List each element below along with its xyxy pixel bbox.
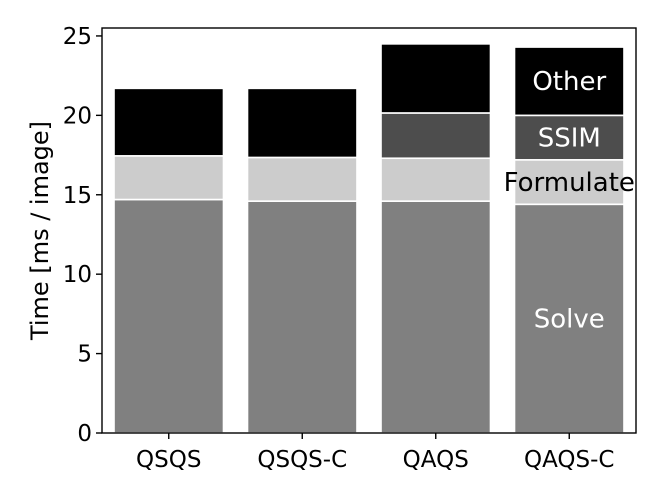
bar-segment-solve-qaqs-c <box>513 203 625 434</box>
bar-segment-formulate-qsqs-c <box>246 156 358 202</box>
plot-frame <box>101 27 637 434</box>
bar-segment-solve-qsqs <box>113 198 225 434</box>
y-tick-label: 20 <box>63 103 92 129</box>
x-tick-label: QAQS <box>403 447 469 473</box>
y-tick-label: 15 <box>63 183 92 209</box>
bar-segment-other-qaqs-c <box>513 46 625 117</box>
x-tick-label: QSQS-C <box>257 447 347 473</box>
bar-segment-solve-qsqs-c <box>246 200 358 434</box>
y-tick-label: 25 <box>63 24 92 50</box>
bars-layer <box>113 43 625 434</box>
series-labels: Solve Formulate SSIM Other <box>504 67 635 334</box>
series-label-ssim: SSIM <box>538 124 601 154</box>
series-label-solve: Solve <box>534 305 605 335</box>
bar-segment-formulate-qaqs-c <box>513 159 625 206</box>
y-axis-label: Time [ms / image] <box>26 121 54 341</box>
bar-segment-solve-qaqs <box>380 200 492 434</box>
series-label-other: Other <box>532 67 606 97</box>
bar-segment-other-qsqs-c <box>246 87 358 159</box>
bar-segment-other-qsqs <box>113 87 225 157</box>
bar-segment-formulate-qsqs <box>113 155 225 201</box>
bar-segment-other-qaqs <box>380 43 492 114</box>
y-tick-label: 5 <box>77 342 92 368</box>
y-tick-label: 0 <box>77 421 92 447</box>
x-tick-label: QSQS <box>136 447 201 473</box>
series-label-formulate: Formulate <box>504 168 635 198</box>
y-axis-ticks: 0 5 10 15 20 25 <box>63 24 102 447</box>
x-tick-label: QAQS-C <box>524 447 615 473</box>
x-axis-ticks: QSQS QSQS-C QAQS QAQS-C <box>136 433 615 473</box>
bar-segment-formulate-qaqs <box>380 157 492 202</box>
bar-segment-ssim-qaqs <box>380 112 492 160</box>
y-tick-label: 10 <box>63 262 92 288</box>
